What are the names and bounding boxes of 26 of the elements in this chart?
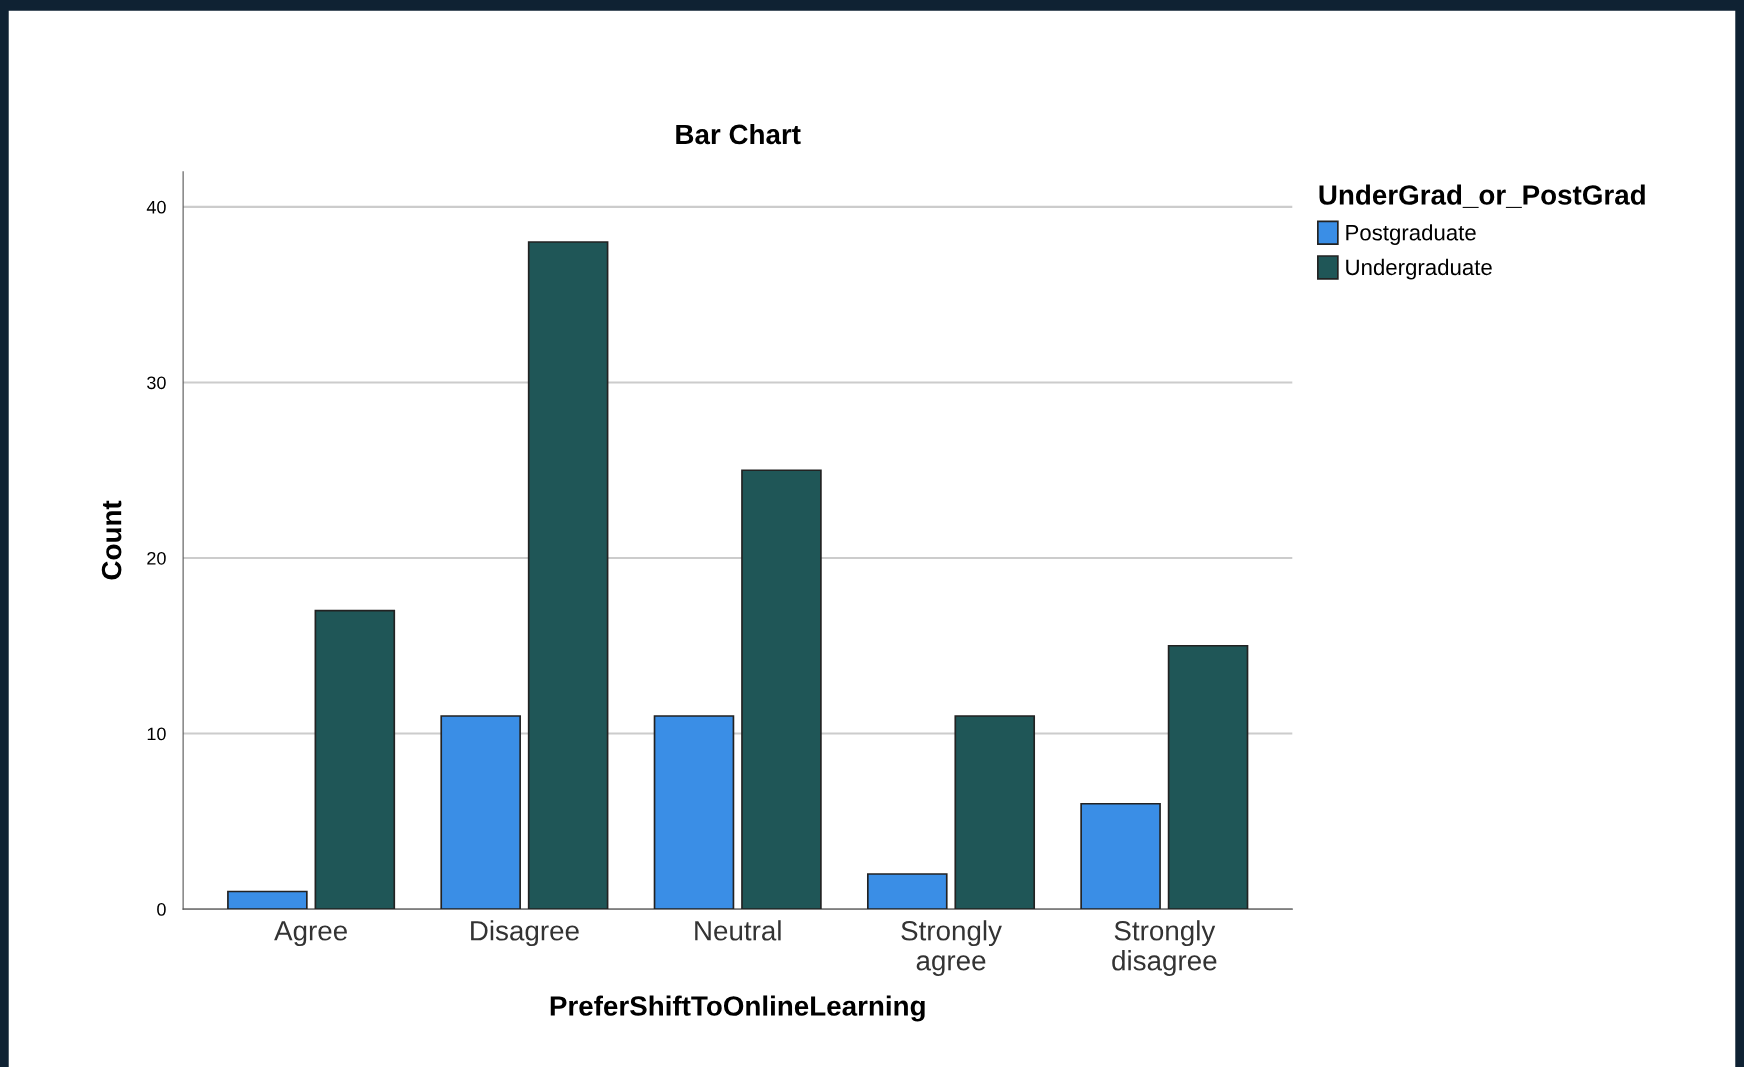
bar (1080, 802, 1161, 910)
bar (954, 715, 1036, 910)
y-tick-label: 10 (147, 727, 166, 741)
bar (527, 241, 609, 910)
legend-label: Undergraduate (1346, 258, 1492, 280)
x-tick-label: Disagree (471, 920, 579, 947)
bar (741, 469, 822, 910)
bar (1167, 644, 1249, 910)
x-tick-label: Neutral (695, 920, 781, 941)
x-tick-label: Strongly disagree (1112, 920, 1217, 977)
bar (440, 715, 521, 910)
legend-label: Postgraduate (1346, 224, 1476, 245)
bar (866, 873, 948, 910)
bar (227, 890, 308, 910)
y-tick-label: 40 (146, 200, 166, 214)
bar (314, 609, 396, 910)
y-tick-label: 30 (147, 376, 166, 390)
chart-title: Bar Chart (676, 123, 801, 145)
x-axis-title: PreferShiftToOnlineLearning (550, 995, 925, 1022)
x-tick-label: Agree (274, 921, 347, 947)
y-tick-label: 0 (157, 903, 166, 916)
y-tick-label: 20 (147, 551, 166, 565)
bar (653, 715, 735, 910)
y-axis-title: Count (101, 500, 122, 580)
legend-title: UnderGrad_or_PostGrad (1319, 184, 1645, 208)
x-tick-label: Strongly agree (901, 920, 1002, 977)
